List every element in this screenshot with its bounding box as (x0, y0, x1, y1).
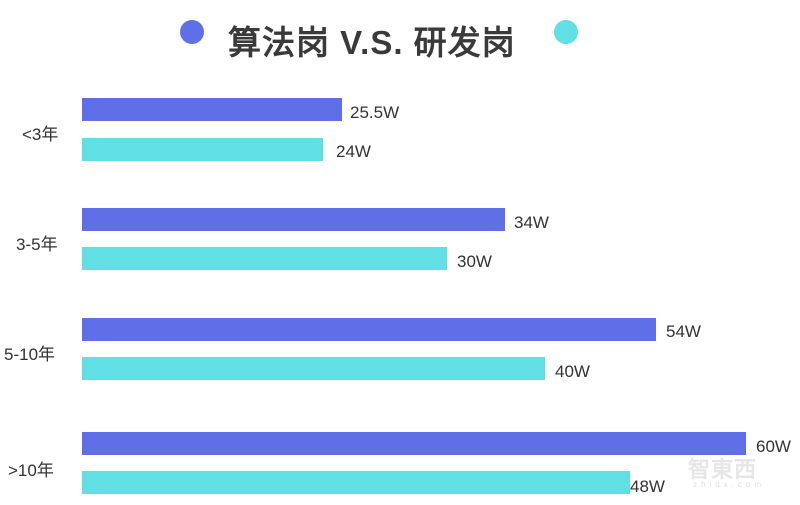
watermark-logo: 智東西 (688, 457, 758, 482)
watermark-url: zhidx.com (693, 480, 766, 489)
bar-rnd (82, 357, 545, 380)
bar-algorithm (82, 318, 656, 341)
chart-title: 算法岗 V.S. 研发岗 (228, 24, 516, 61)
value-label: 24W (336, 142, 371, 161)
value-label: 40W (555, 362, 590, 381)
bar-rnd (82, 247, 447, 270)
category-label: 3-5年 (16, 235, 58, 254)
bar-algorithm (82, 432, 746, 455)
bar-algorithm (82, 98, 342, 121)
category-label: >10年 (8, 461, 54, 480)
value-label: 60W (756, 437, 791, 456)
chart-legend: 算法岗 V.S. 研发岗 (0, 8, 800, 61)
value-label: 48W (630, 477, 665, 496)
category-label: 5-10年 (4, 345, 56, 364)
value-label: 54W (666, 322, 701, 341)
legend-dot-rnd (554, 20, 578, 44)
bar-rnd (82, 471, 630, 494)
legend-dot-algorithm (180, 20, 204, 44)
category-label: <3年 (22, 125, 59, 144)
value-label: 30W (457, 252, 492, 271)
bar-rnd (82, 138, 323, 161)
bar-algorithm (82, 208, 505, 231)
value-label: 34W (514, 213, 549, 232)
value-label: 25.5W (350, 103, 400, 122)
